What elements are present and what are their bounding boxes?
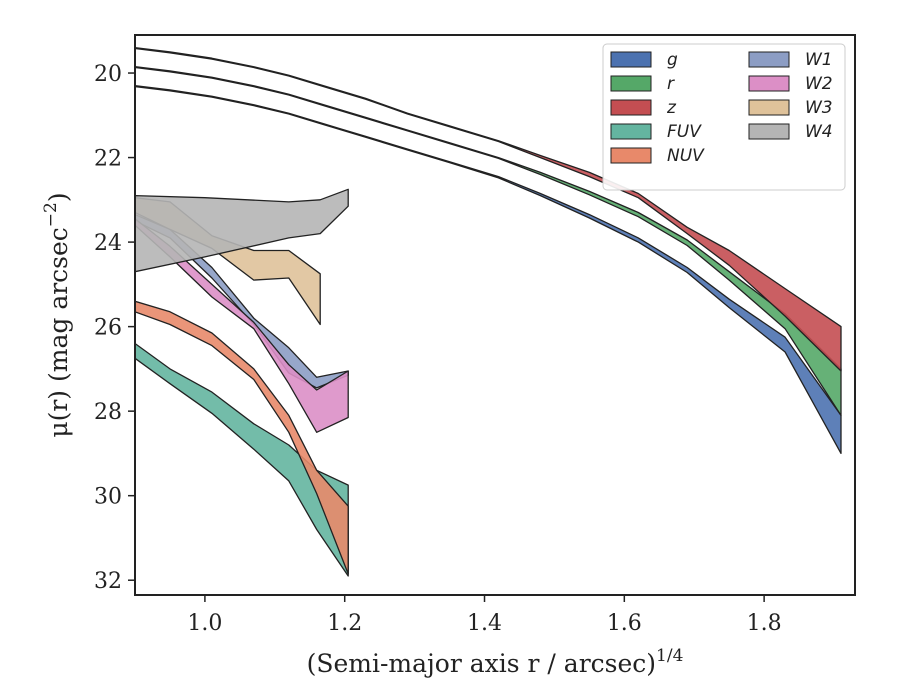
x-axis-label: (Semi-major axis r / arcsec)1/4 [307, 646, 684, 678]
legend-swatch [610, 147, 652, 164]
legend-swatch [610, 99, 652, 116]
legend-swatch [748, 99, 790, 116]
y-axis-label: μ(r) (mag arcsec−2) [41, 192, 73, 437]
x-tick-label: 1.4 [467, 611, 502, 636]
legend-label: z [666, 98, 677, 118]
legend-swatch [748, 75, 790, 92]
y-axis-label-main: μ(r) (mag arcsec [44, 227, 73, 437]
plot-frame [134, 34, 856, 596]
x-axis-label-main: (Semi-major axis r / arcsec) [307, 649, 656, 678]
y-tick-label: 30 [94, 485, 122, 510]
legend-swatch [610, 123, 652, 140]
legend-label: g [667, 50, 678, 70]
legend-label: FUV [667, 122, 702, 142]
band-r [135, 66, 842, 417]
y-tick-label: 28 [94, 400, 122, 425]
legend-item-w4: W4 [748, 122, 833, 142]
band-w2 [135, 218, 349, 433]
band-g [135, 85, 842, 455]
y-tick-label: 32 [94, 569, 122, 594]
y-axis-label-close: ) [44, 192, 73, 202]
band-w4 [135, 188, 349, 273]
legend-label: W4 [805, 122, 833, 142]
legend-label: r [667, 74, 675, 94]
legend-swatch [610, 75, 652, 92]
legend-item-w1: W1 [748, 50, 833, 70]
y-axis: 20 22 24 26 28 30 32 [94, 62, 135, 594]
legend-item-g: g [610, 50, 678, 70]
x-tick-label: 1.8 [747, 611, 782, 636]
legend-item-nuv: NUV [610, 146, 705, 166]
x-tick-label: 1.0 [187, 611, 222, 636]
legend-item-z: z [610, 98, 677, 118]
x-tick-label: 1.6 [607, 611, 642, 636]
y-tick-label: 20 [94, 62, 122, 87]
x-axis-label-exponent: 1/4 [656, 646, 683, 666]
legend-label: W3 [805, 98, 833, 118]
x-axis: 1.0 1.2 1.4 1.6 1.8 [187, 595, 782, 636]
y-tick-label: 22 [94, 147, 122, 172]
x-tick-label: 1.2 [327, 611, 362, 636]
band-nuv [135, 300, 349, 575]
legend-swatch [748, 51, 790, 68]
band-fuv [135, 342, 349, 577]
y-tick-label: 26 [94, 316, 122, 341]
legend-item-w3: W3 [748, 98, 833, 118]
legend-item-w2: W2 [748, 74, 833, 94]
y-axis-label-exponent: −2 [41, 202, 61, 227]
legend-swatch [610, 51, 652, 68]
y-tick-label: 24 [94, 231, 122, 256]
band-z [135, 47, 842, 372]
legend-swatch [748, 123, 790, 140]
legend-label: W2 [805, 74, 833, 94]
legend-label: NUV [667, 146, 705, 166]
bands-layer [135, 47, 842, 577]
legend-item-r: r [610, 74, 675, 94]
legend-label: W1 [805, 50, 833, 70]
legend-item-fuv: FUV [610, 122, 702, 142]
legend: grz FUV NUV W1 W2 W3 W4 [602, 43, 846, 191]
